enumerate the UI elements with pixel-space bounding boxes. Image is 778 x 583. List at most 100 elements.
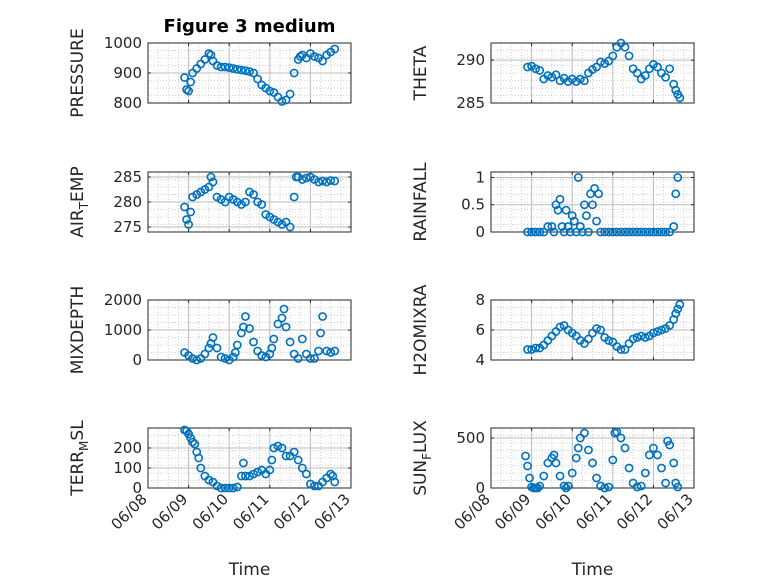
data-point [549, 450, 559, 460]
data-point [661, 478, 670, 488]
data-point [277, 97, 287, 106]
data-point [228, 352, 238, 362]
x-tick-label: 06/12 [270, 490, 313, 533]
y-tick-label: 0.5 [461, 196, 485, 214]
data-point [588, 200, 597, 210]
data-point [665, 227, 675, 237]
y-axis-label: PRESSURE [68, 28, 88, 117]
data-point [543, 71, 553, 80]
data-point [293, 455, 303, 465]
y-tick-label: 900 [113, 64, 142, 82]
data-point [330, 44, 340, 54]
data-point [295, 52, 305, 61]
data-point [314, 177, 323, 187]
data-point [673, 173, 683, 182]
data-point [579, 200, 589, 210]
data-point [657, 463, 666, 473]
data-point [673, 304, 683, 314]
data-point [273, 319, 283, 329]
data-point [249, 337, 258, 347]
data-point [220, 483, 230, 493]
figure-title: Figure 3 medium [164, 16, 336, 37]
data-point [232, 340, 242, 350]
x-tick-label: 06/08 [451, 490, 494, 533]
data-point [277, 313, 287, 323]
y-tick-label: 8 [475, 291, 485, 309]
data-point [281, 451, 291, 461]
data-point [561, 205, 571, 215]
y-tick-label: 0 [132, 479, 142, 497]
data-point [192, 355, 202, 365]
data-point [200, 349, 210, 359]
data-point [527, 345, 536, 354]
data-point [665, 64, 675, 74]
data-point [569, 216, 579, 226]
data-point [575, 222, 585, 231]
data-point [640, 71, 650, 80]
data-point [239, 322, 248, 332]
data-point [285, 222, 295, 232]
data-point [310, 52, 319, 61]
data-point [653, 327, 662, 336]
data-point [649, 227, 658, 237]
data-point [241, 312, 250, 321]
y-axis-label: TERRMSL [68, 420, 91, 497]
subplot-1: 800 900 1000 PRESSURE Figure 3 medium [68, 16, 352, 118]
data-point [640, 227, 650, 237]
data-point [600, 227, 610, 237]
data-point [632, 68, 642, 78]
data-point [620, 443, 630, 453]
y-axis-label: THETA [411, 45, 431, 101]
data-point [182, 85, 191, 94]
y-tick-label: 285 [456, 94, 485, 112]
data-point [624, 463, 634, 473]
data-point [636, 481, 646, 491]
data-point [604, 482, 614, 492]
data-point [212, 343, 222, 353]
y-tick-label: 0 [132, 351, 142, 369]
data-point [596, 57, 606, 67]
data-point [525, 473, 534, 483]
data-point [553, 205, 563, 215]
data-point [305, 354, 315, 363]
data-point [604, 336, 614, 345]
data-point [316, 328, 325, 338]
y-tick-label: 290 [456, 51, 485, 69]
data-point [253, 74, 263, 84]
data-point [555, 194, 565, 204]
data-point [543, 222, 553, 231]
data-point [220, 354, 230, 363]
y-axis-label: MIXDEPTH [68, 286, 88, 375]
data-point [531, 227, 541, 237]
data-point [592, 324, 601, 333]
data-point [523, 345, 532, 354]
data-point [586, 189, 595, 199]
data-point [671, 85, 681, 95]
data-point [551, 458, 561, 468]
data-point [188, 437, 198, 447]
data-point [620, 227, 630, 237]
data-point [196, 463, 206, 473]
data-point [249, 68, 258, 78]
data-point [310, 354, 319, 363]
data-point [277, 443, 287, 453]
subplot-2: 285 290 THETA [411, 38, 695, 112]
data-point [571, 453, 581, 463]
data-point [297, 334, 307, 344]
data-point [616, 345, 626, 354]
data-point [314, 346, 323, 356]
data-point [559, 227, 569, 237]
data-point [301, 469, 311, 479]
x-tick-label: 06/10 [189, 490, 232, 533]
data-point [608, 227, 618, 237]
data-point [531, 343, 541, 353]
data-points [180, 304, 340, 365]
data-point [567, 468, 577, 478]
data-point [577, 227, 587, 237]
y-tick-label: 500 [456, 429, 485, 447]
x-tick-label: 06/12 [613, 490, 656, 533]
data-point [644, 450, 654, 460]
data-point [267, 343, 277, 353]
data-point [190, 439, 200, 449]
